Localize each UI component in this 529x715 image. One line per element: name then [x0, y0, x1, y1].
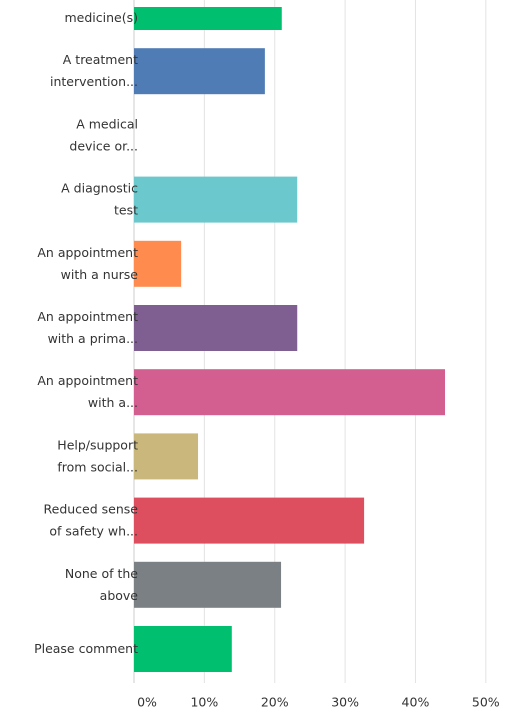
bar	[134, 240, 182, 287]
y-tick-label: A treatment intervention...	[50, 52, 138, 89]
x-tick-label: 40%	[402, 695, 430, 710]
x-tick-label: 20%	[261, 695, 289, 710]
y-tick-label: Reduced sense of safety wh...	[44, 501, 139, 538]
bar	[134, 369, 446, 416]
y-tick-label: Help/support from social...	[57, 437, 138, 474]
x-tick-label: 0%	[137, 695, 157, 710]
x-tick-label: 50%	[472, 695, 500, 710]
bars	[134, 7, 446, 672]
y-tick-label: An appointment with a prima...	[37, 309, 138, 346]
x-tick-label: 10%	[190, 695, 218, 710]
bar	[134, 176, 298, 223]
y-tick-label: None of the above	[65, 565, 138, 602]
bar	[134, 497, 365, 544]
x-tick-label: 30%	[331, 695, 359, 710]
bar	[134, 7, 282, 30]
bar	[134, 305, 298, 351]
bar	[134, 561, 282, 608]
y-tick-label: An appointment with a...	[37, 373, 138, 410]
y-tick-label: An appointment with a nurse	[37, 244, 138, 281]
bar	[134, 433, 199, 480]
y-tick-label: A diagnostic test	[61, 180, 138, 217]
y-tick-label: Please comment	[34, 641, 138, 656]
bar	[134, 48, 265, 95]
y-tick-label: medicine(s)	[65, 10, 139, 25]
bar	[134, 626, 232, 672]
y-tick-label: A medical device or...	[69, 116, 138, 153]
